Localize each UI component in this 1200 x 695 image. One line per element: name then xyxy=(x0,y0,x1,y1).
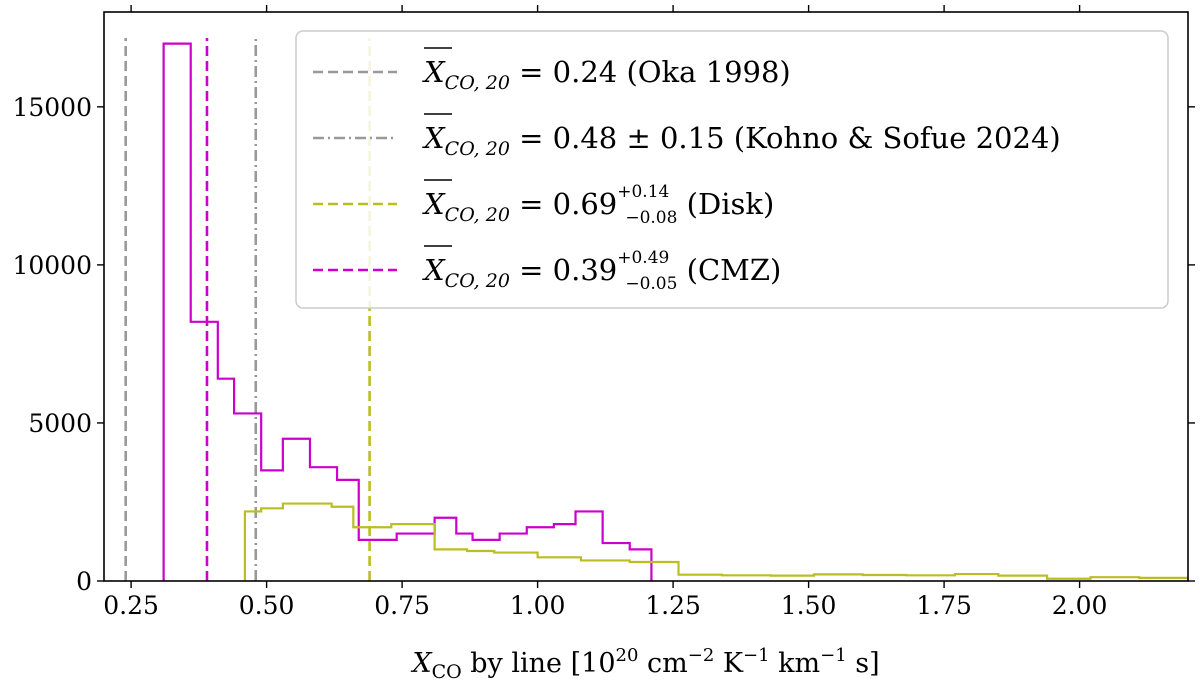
x-tick-label: 0.75 xyxy=(374,591,430,620)
x-tick-label: 0.25 xyxy=(103,591,159,620)
x-tick-label: 1.25 xyxy=(645,591,701,620)
x-axis-label: XCO by line [1020 cm−2 K−1 km−1 s] xyxy=(410,645,879,683)
legend: XCO, 20 = 0.24 (Oka 1998) XCO, 20 = 0.48 … xyxy=(295,30,1169,309)
x-tick-label: 2.00 xyxy=(1052,591,1108,620)
y-tick-label: 15000 xyxy=(12,93,92,122)
y-tick-label: 5000 xyxy=(28,409,92,438)
y-axis: 0 5000 10000 15000 xyxy=(12,93,1195,596)
y-tick-label: 0 xyxy=(76,567,92,596)
y-tick-label: 10000 xyxy=(12,251,92,280)
plot-frame xyxy=(103,11,1189,582)
legend-label: XCO, 20 = 0.24 (Oka 1998) xyxy=(422,55,791,94)
x-tick-label: 1.00 xyxy=(510,591,566,620)
histogram-cmz xyxy=(162,42,653,581)
legend-box xyxy=(295,30,1169,309)
legend-label: XCO, 20 = 0.69+0.14 −0.08 (Disk) xyxy=(422,182,774,228)
x-tick-label: 1.75 xyxy=(916,591,972,620)
legend-label: XCO, 20 = 0.39+0.49 −0.05 (CMZ) xyxy=(422,248,781,294)
legend-label: XCO, 20 = 0.48 ± 0.15 (Kohno & Sofue 202… xyxy=(422,121,1061,160)
x-axis: 0.25 0.50 0.75 1.00 1.25 1.50 1.75 2.00 xyxy=(103,5,1107,620)
x-tick-label: 0.50 xyxy=(239,591,295,620)
histogram-series xyxy=(162,42,1188,581)
histogram-disk xyxy=(243,502,1188,581)
x-tick-label: 1.50 xyxy=(781,591,837,620)
